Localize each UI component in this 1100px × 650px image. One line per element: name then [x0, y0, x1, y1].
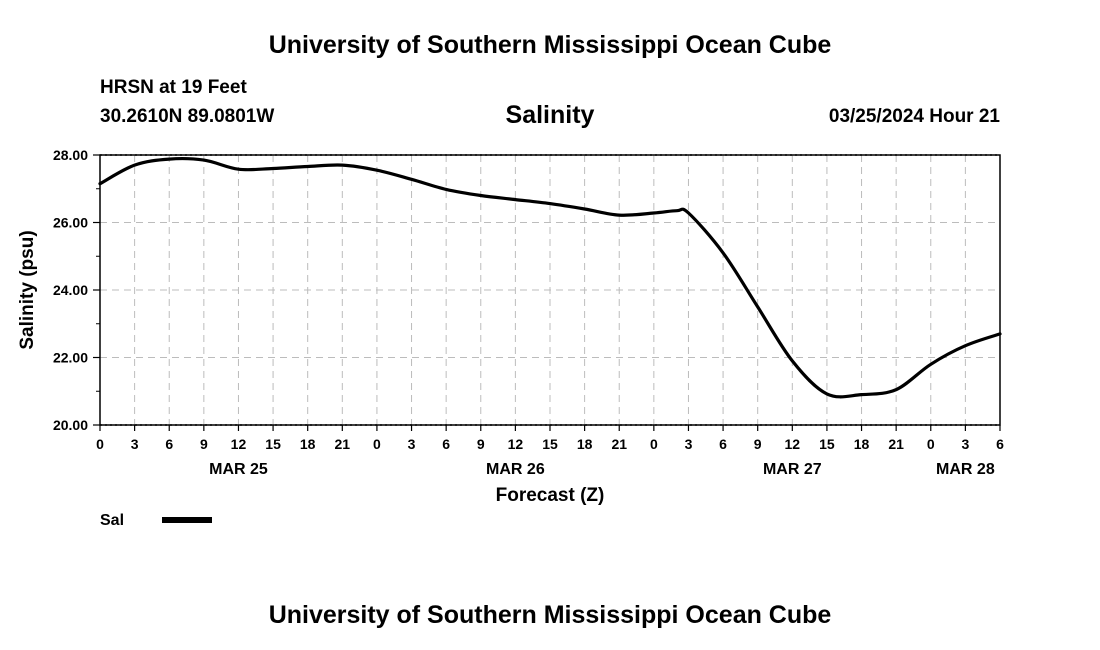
x-tick-label: 3 [131, 436, 139, 452]
legend-label: Sal [100, 512, 124, 529]
x-tick-label: 0 [96, 436, 104, 452]
x-tick-label: 9 [200, 436, 208, 452]
y-axis-label: Salinity (psu) [17, 230, 38, 349]
x-tick-label: 3 [685, 436, 693, 452]
date-label: MAR 28 [936, 461, 995, 478]
x-tick-label: 18 [300, 436, 316, 452]
chart-main-title: University of Southern Mississippi Ocean… [268, 31, 832, 59]
x-tick-label: 21 [611, 436, 627, 452]
x-tick-label: 3 [408, 436, 416, 452]
y-tick-label: 26.00 [53, 215, 88, 231]
x-tick-label: 3 [961, 436, 969, 452]
chart-title: Salinity [505, 101, 595, 129]
x-tick-label: 6 [996, 436, 1004, 452]
x-tick-label: 12 [231, 436, 247, 452]
y-tick-label: 20.00 [53, 417, 88, 433]
y-tick-label: 24.00 [53, 282, 88, 298]
y-tick-label: 28.00 [53, 147, 88, 163]
station-name: HRSN at 19 Feet [100, 77, 247, 98]
x-tick-label: 12 [508, 436, 524, 452]
x-tick-label: 18 [854, 436, 870, 452]
x-tick-label: 21 [335, 436, 351, 452]
date-label: MAR 25 [209, 461, 268, 478]
series-line-sal [98, 156, 1002, 399]
x-axis-label: Forecast (Z) [496, 485, 605, 506]
date-label: MAR 26 [486, 461, 545, 478]
axis-ticks [93, 154, 1001, 431]
x-tick-label: 18 [577, 436, 593, 452]
chart-grid [100, 155, 1000, 425]
x-tick-label: 15 [265, 436, 281, 452]
y-tick-labels: 20.00 22.00 24.00 26.00 28.00 [53, 147, 88, 433]
x-tick-labels: 0 3 6 9 12 15 18 21 0 3 6 9 12 15 18 21 0 3 6 9 12 15 18 21 0 3 6 [96, 436, 1004, 452]
y-tick-label: 22.00 [53, 350, 88, 366]
x-tick-label: 6 [719, 436, 727, 452]
x-tick-label: 6 [165, 436, 173, 452]
date-label: MAR 27 [763, 461, 822, 478]
footer-title: University of Southern Mississippi Ocean… [268, 601, 832, 629]
x-tick-label: 15 [542, 436, 558, 452]
x-tick-label: 9 [477, 436, 485, 452]
x-tick-label: 15 [819, 436, 835, 452]
x-tick-label: 12 [785, 436, 801, 452]
forecast-datetime: 03/25/2024 Hour 21 [828, 106, 1000, 127]
station-coordinates: 30.2610N 89.0801W [100, 106, 275, 127]
x-tick-label: 6 [442, 436, 450, 452]
x-tick-label: 0 [373, 436, 381, 452]
x-date-labels: MAR 25 MAR 26 MAR 27 MAR 28 [209, 461, 995, 478]
x-tick-label: 21 [888, 436, 904, 452]
x-tick-label: 9 [754, 436, 762, 452]
x-tick-label: 0 [927, 436, 935, 452]
x-tick-label: 0 [650, 436, 658, 452]
